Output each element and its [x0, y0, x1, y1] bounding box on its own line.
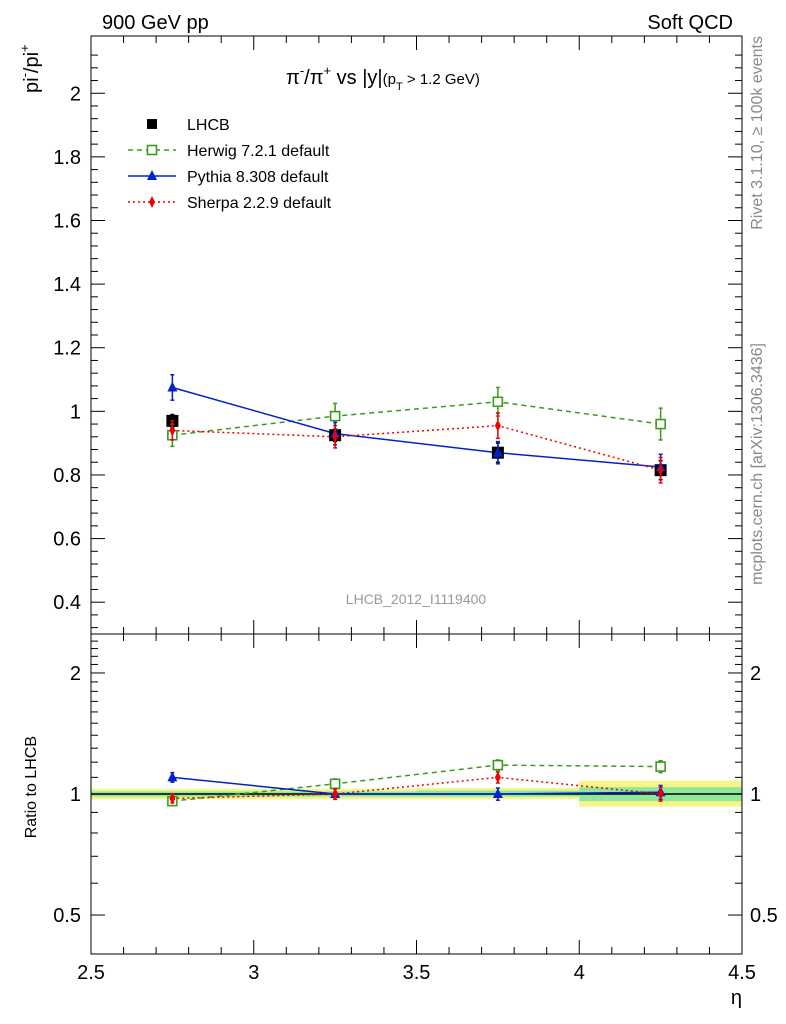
sherpa-2-2-9-default-point [332, 788, 339, 800]
sherpa-2-2-9-default-point [657, 464, 664, 477]
ratio-y-tick-label: 2 [70, 663, 81, 685]
x-tick-label: 3 [248, 962, 259, 984]
sherpa-2-2-9-default-point [169, 424, 176, 437]
legend-label-pythia-8-308-default: Pythia 8.308 default [187, 169, 329, 186]
sherpa-2-2-9-default-line [172, 424, 661, 471]
main-panel: 0.4 0.6 0.8 1 1.2 1.4 1.6 1.8 2 [53, 35, 743, 635]
main-y-tick-label: 0.8 [53, 465, 81, 487]
main-y-tick-label: 1.8 [53, 147, 81, 169]
rivet-label: Rivet 3.1.10, ≥ 100k events [749, 36, 766, 230]
herwig-7-2-1-default-point [655, 761, 666, 772]
sherpa-2-2-9-default-point [494, 419, 501, 432]
main-y-axis-label: pi-/pi+ [17, 44, 43, 93]
sherpa-2-2-9-default-line [172, 776, 661, 800]
header-left: 900 GeV pp [102, 12, 209, 34]
x-tick-label: 4 [574, 962, 585, 984]
ratio-y-tick-label: 1 [70, 784, 81, 806]
legend-marker-lhcb [147, 119, 157, 129]
main-y-tick-label: 0.4 [53, 592, 81, 614]
main-title: π-/π+ vs |y|(pT > 1.2 GeV) [286, 63, 480, 93]
ratio-y-tick-label-right: 1 [750, 784, 761, 806]
main-y-tick-label: 1 [70, 401, 81, 423]
pythia-8-308-default-point [492, 788, 503, 798]
herwig-7-2-1-default-point [492, 396, 504, 408]
x-tick-label: 2.5 [77, 962, 105, 984]
herwig-7-2-1-default-point [655, 418, 666, 430]
pythia-8-308-default-line [172, 386, 661, 468]
ratio-y-axis-label: Ratio to LHCB [23, 736, 40, 838]
legend-marker-herwig-7-2-1-default [146, 144, 158, 156]
herwig-7-2-1-default-point [329, 778, 341, 790]
legend-label-herwig-7-2-1-default: Herwig 7.2.1 default [187, 143, 330, 160]
legend: LHCB Herwig 7.2.1 default Pythia 8.308 def… [128, 117, 332, 212]
pythia-8-308-default-line [172, 776, 661, 795]
pythia-8-308-default-point [167, 381, 178, 392]
legend-label-lhcb: LHCB [187, 117, 230, 134]
x-tick-label: 3.5 [403, 962, 431, 984]
legend-marker-pythia-8-308-default [147, 170, 157, 180]
main-y-tick-label: 1.2 [53, 338, 81, 360]
pythia-8-308-default-point [167, 771, 178, 782]
herwig-7-2-1-default-line [172, 764, 661, 802]
sherpa-2-2-9-default-point [494, 771, 501, 784]
sherpa-2-2-9-default-point [657, 788, 664, 800]
header-right: Soft QCD [647, 12, 733, 34]
ratio-y-tick-label: 0.5 [53, 905, 81, 927]
x-axis-label: η [731, 987, 742, 1009]
legend-label-sherpa-2-2-9-default: Sherpa 2.2.9 default [187, 195, 332, 212]
mcplots-label: mcplots.cern.ch [arXiv:1306.3436] [749, 343, 766, 585]
main-y-tick-label: 1.6 [53, 210, 81, 232]
herwig-7-2-1-default-point [492, 759, 504, 771]
ratio-y-tick-label-right: 2 [750, 663, 761, 685]
sherpa-2-2-9-default-point [332, 430, 339, 443]
x-tick-label: 4.5 [728, 962, 756, 984]
pythia-8-308-default-point [492, 446, 503, 457]
analysis-watermark: LHCB_2012_I1119400 [346, 591, 487, 607]
herwig-7-2-1-default-line [172, 401, 661, 436]
sherpa-2-2-9-default-point [169, 792, 176, 805]
main-y-tick-label: 2 [70, 83, 81, 105]
ratio-panel: 2.5 3 3.5 4 4.5 0.5 0.5 1 1 2 2 [53, 633, 778, 984]
legend-marker-sherpa-2-2-9-default [149, 196, 155, 208]
ratio-y-tick-label-right: 0.5 [750, 905, 778, 927]
main-y-tick-label: 1.4 [53, 274, 81, 296]
herwig-7-2-1-default-point [329, 410, 341, 422]
main-y-tick-label: 0.6 [53, 529, 81, 551]
